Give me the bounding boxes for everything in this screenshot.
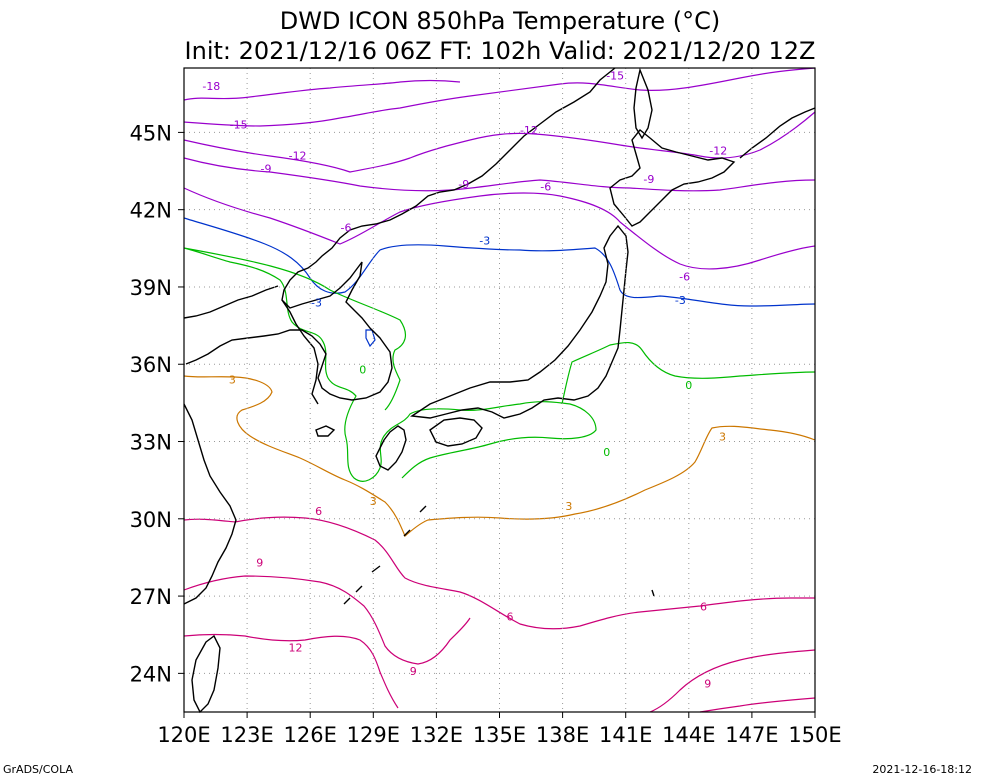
y-tick-label: 39N (130, 276, 172, 300)
x-tick-label: 141E (599, 723, 652, 747)
contour-plus6 (183, 516, 815, 630)
contour-label: -9 (458, 178, 469, 191)
contour-labels: -18 -15 -15 -12 -12 -12 -9 -9 -9 -6 -6 -6 -3 -3 -3 0 0 0 3… (202, 70, 727, 691)
contour-zero (183, 247, 816, 482)
x-tick-label: 144E (662, 723, 715, 747)
contour-label: -3 (479, 235, 490, 248)
y-tick-label: 45N (130, 121, 172, 145)
contour-label: 3 (565, 500, 572, 513)
x-tick-label: 126E (284, 723, 337, 747)
x-tick-label: 135E (473, 723, 526, 747)
map-frame (183, 67, 816, 713)
y-tick-label: 36N (130, 353, 172, 377)
contour-label: -3 (311, 296, 322, 309)
contour-label: 3 (370, 495, 377, 508)
footer-timestamp: 2021-12-16-18:12 (872, 763, 972, 776)
contour-minus15 (183, 67, 816, 127)
contour-label: 12 (288, 642, 302, 655)
contour-label: 0 (603, 446, 610, 459)
coast-kurils (739, 107, 816, 159)
y-tick-label: 24N (130, 662, 172, 686)
coast-honshu (410, 224, 629, 419)
y-tick-label: 27N (130, 585, 172, 609)
contour-label: 9 (410, 665, 417, 678)
coast-ryukyu (343, 505, 427, 605)
coast-shikoku (429, 417, 483, 447)
coast-korea-west (281, 299, 319, 405)
coast-mainland (185, 67, 616, 401)
y-axis: 45N 42N 39N 36N 33N 30N 27N 24N (130, 121, 184, 686)
contour-label: -12 (289, 150, 307, 163)
coast-sakhalin (633, 67, 653, 140)
contour-label: -3 (675, 294, 686, 307)
contour-label: 9 (256, 557, 263, 570)
contour-minus9 (183, 157, 816, 192)
contour-label: -18 (202, 80, 220, 93)
contour-label: -6 (540, 180, 551, 193)
coast-jeju (315, 425, 336, 437)
footer-credit: GrADS/COLA (3, 763, 73, 776)
contour-plus9 (183, 575, 816, 713)
coastlines (183, 67, 816, 714)
coast-kyushu (375, 425, 407, 471)
x-tick-label: 120E (157, 723, 210, 747)
coast-hokkaido (609, 129, 736, 227)
contour-label: 3 (229, 374, 236, 387)
contour-label: 6 (507, 611, 514, 624)
coast-china-east (183, 403, 237, 605)
x-tick-label: 138E (536, 723, 589, 747)
contour-label: -9 (261, 162, 272, 175)
contour-plus3 (183, 375, 816, 537)
contour-minus6 (183, 187, 816, 270)
contour-label: 6 (315, 505, 322, 518)
contour-label: -9 (643, 173, 654, 186)
x-tick-label: 132E (410, 723, 463, 747)
contour-label: -12 (709, 144, 727, 157)
contour-label: 6 (700, 600, 707, 613)
x-tick-label: 123E (220, 723, 273, 747)
y-tick-label: 42N (130, 199, 172, 223)
x-tick-label: 150E (788, 723, 841, 747)
contour-label: -6 (340, 222, 351, 235)
contour-label: -12 (520, 124, 538, 137)
y-tick-label: 33N (130, 431, 172, 455)
y-tick-label: 30N (130, 508, 172, 532)
contour-label: 3 (719, 430, 726, 443)
x-tick-label: 129E (347, 723, 400, 747)
contour-label: -15 (230, 119, 248, 132)
coast-china-south (183, 285, 279, 319)
contour-minus18 (183, 79, 461, 101)
contour-label: 0 (685, 379, 692, 392)
figure-title: DWD ICON 850hPa Temperature (°C) (279, 7, 721, 35)
contour-label: 0 (359, 363, 366, 376)
contour-plus12 (183, 633, 816, 713)
coast-bonin (651, 589, 655, 597)
contour-minus3-loop (365, 329, 376, 348)
contour-minus3 (183, 217, 816, 307)
contour-minus12 (183, 111, 816, 173)
contour-label: -15 (606, 70, 624, 83)
contour-lines (183, 67, 816, 713)
graticule (184, 68, 815, 712)
coast-taiwan (191, 634, 221, 714)
contour-label: 9 (704, 678, 711, 691)
contour-label: -6 (679, 271, 690, 284)
x-axis: 120E 123E 126E 129E 132E 135E 138E 141E 144E 147E… (157, 712, 842, 747)
x-tick-label: 147E (725, 723, 778, 747)
figure-subtitle: Init: 2021/12/16 06Z FT: 102h Valid: 202… (184, 37, 816, 65)
